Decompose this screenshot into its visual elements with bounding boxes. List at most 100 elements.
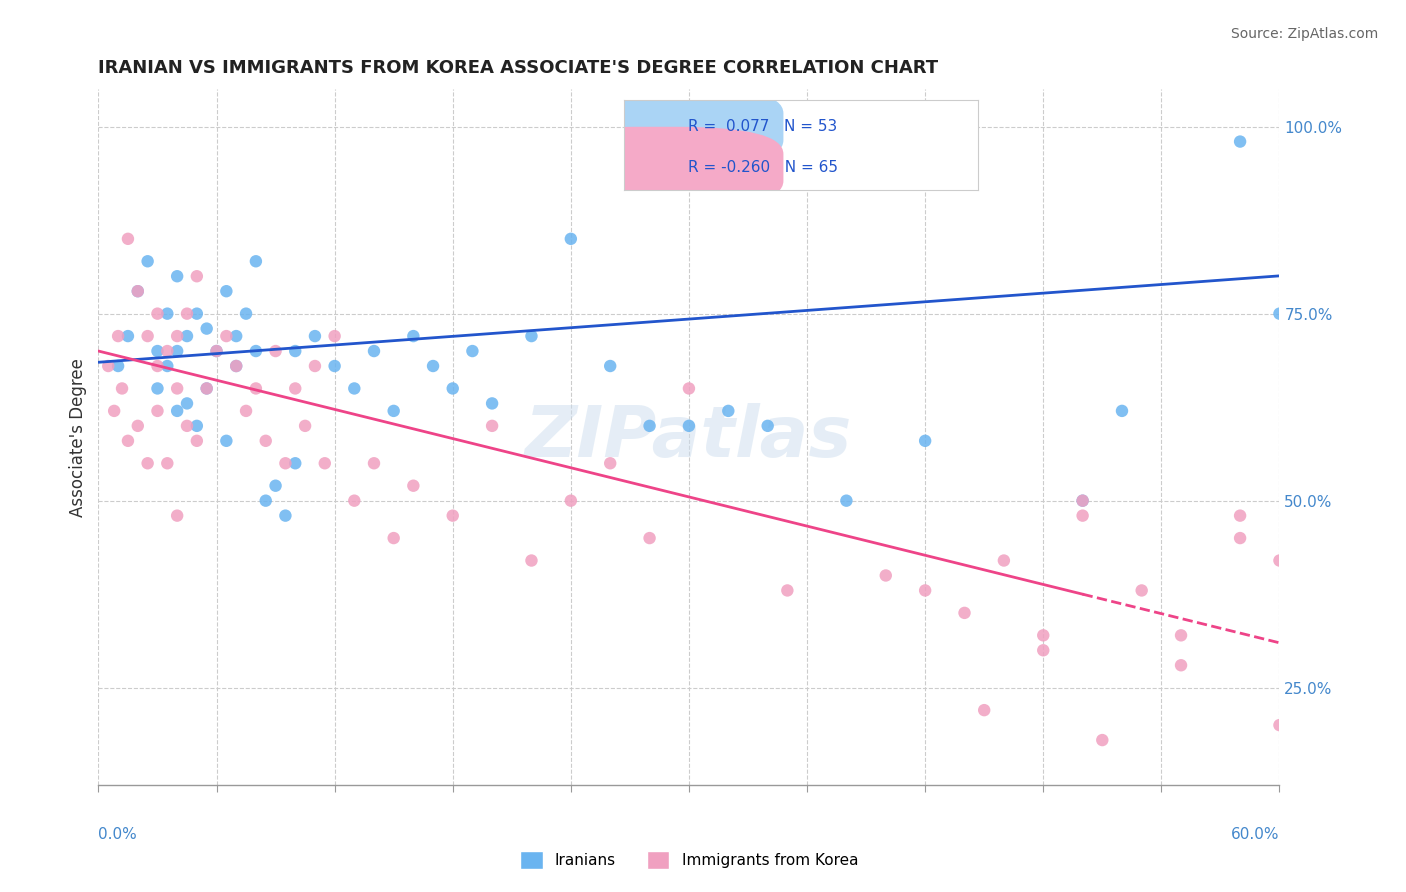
Point [1091,733,1114,747]
Point [461,344,484,359]
Point [441,381,464,395]
Text: R = -0.260   N = 65: R = -0.260 N = 65 [688,160,838,175]
Point [560,232,582,246]
Point [111,381,134,395]
Point [993,553,1015,567]
Text: R =  0.077   N = 53: R = 0.077 N = 53 [688,120,837,135]
Point [127,284,149,298]
Point [1032,628,1054,642]
Point [136,329,159,343]
Point [1268,553,1291,567]
Point [678,418,700,433]
Point [1170,628,1192,642]
Point [146,381,169,395]
Point [176,329,198,343]
Point [186,434,208,448]
Point [166,404,188,418]
Point [363,344,385,359]
Point [343,493,366,508]
Point [678,381,700,395]
Point [195,381,218,395]
Point [1071,508,1094,523]
Point [264,479,287,493]
Point [1071,493,1094,508]
Point [284,456,307,470]
Point [304,329,326,343]
Point [274,508,297,523]
Point [1130,583,1153,598]
Point [166,329,188,343]
Point [1229,135,1251,149]
Point [560,493,582,508]
Point [953,606,976,620]
Point [1170,658,1192,673]
Point [284,381,307,395]
Text: IRANIAN VS IMMIGRANTS FROM KOREA ASSOCIATE'S DEGREE CORRELATION CHART: IRANIAN VS IMMIGRANTS FROM KOREA ASSOCIA… [98,59,939,77]
Point [1268,307,1291,321]
Point [103,404,125,418]
Point [284,344,307,359]
Point [156,307,179,321]
Point [1268,718,1291,732]
Point [176,418,198,433]
Point [422,359,444,373]
Point [264,344,287,359]
Point [245,344,267,359]
Point [756,418,779,433]
FancyBboxPatch shape [529,127,783,208]
Point [215,284,238,298]
Point [323,359,346,373]
Point [186,269,208,284]
Point [875,568,897,582]
Point [156,344,179,359]
Point [717,404,740,418]
Point [363,456,385,470]
Point [402,479,425,493]
Point [1111,404,1133,418]
Point [186,307,208,321]
Text: ZIPatlas: ZIPatlas [526,402,852,472]
Point [107,359,129,373]
Point [117,434,139,448]
Point [215,434,238,448]
Point [254,493,277,508]
Point [294,418,316,433]
Point [638,418,661,433]
Point [304,359,326,373]
Point [1032,643,1054,657]
Point [254,434,277,448]
Point [914,583,936,598]
Point [481,396,503,410]
Point [382,531,405,545]
Point [136,254,159,268]
Point [776,583,799,598]
Point [127,284,149,298]
Point [274,456,297,470]
Point [195,381,218,395]
Point [186,418,208,433]
Point [520,329,543,343]
Point [166,269,188,284]
Point [146,307,169,321]
Point [176,396,198,410]
Point [382,404,405,418]
Point [166,381,188,395]
Legend: Iranians, Immigrants from Korea: Iranians, Immigrants from Korea [513,845,865,875]
Point [117,329,139,343]
Point [235,404,257,418]
Point [599,359,621,373]
Point [323,329,346,343]
Text: 0.0%: 0.0% [98,827,138,841]
Point [1229,531,1251,545]
Text: 60.0%: 60.0% [1232,827,1279,841]
Point [205,344,228,359]
Point [195,321,218,335]
Point [166,344,188,359]
Y-axis label: Associate's Degree: Associate's Degree [69,358,87,516]
Point [117,232,139,246]
Point [156,456,179,470]
Point [97,359,120,373]
Point [245,381,267,395]
Point [225,359,247,373]
Point [166,508,188,523]
